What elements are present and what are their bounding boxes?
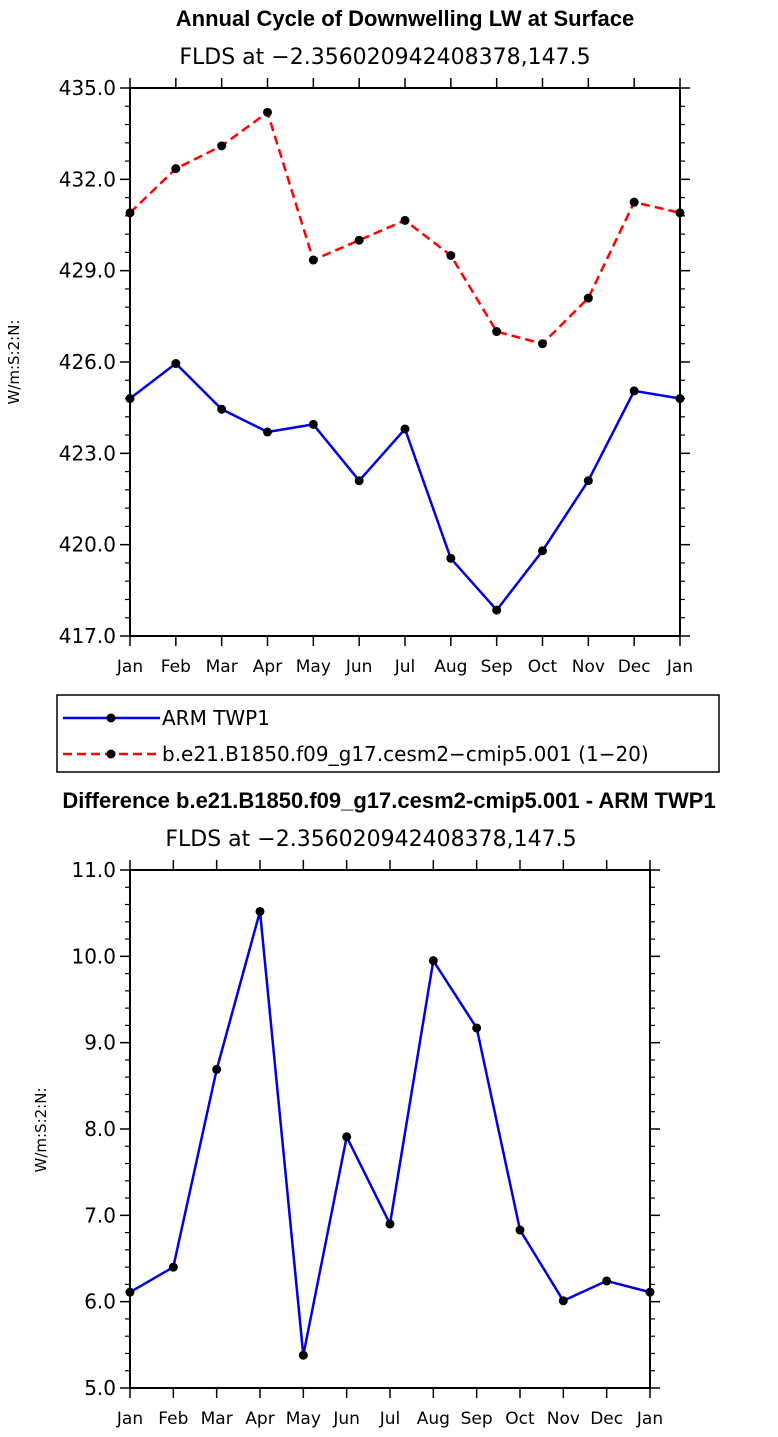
chart1-xtick-label: Aug (434, 657, 467, 677)
chart2-xtick-label: Aug (417, 1409, 450, 1429)
chart1-xtick-label: Jun (345, 657, 373, 677)
chart1-series-1-point (217, 141, 227, 151)
chart2-series-line-0 (129, 910, 651, 1357)
chart1-xtick-label: Oct (528, 657, 558, 677)
chart1-series-1-point (583, 293, 593, 303)
chart1-xtick-label: Apr (253, 657, 282, 677)
chart2-xtick-label: May (286, 1409, 321, 1429)
chart2-title: Difference b.e21.B1850.f09_g17.cesm2-cmi… (62, 788, 715, 813)
chart1-series-1-point (354, 235, 364, 245)
chart1-series-1-point (492, 327, 502, 337)
chart2-ytick-label: 5.0 (84, 1376, 116, 1400)
chart2-ytick-label: 9.0 (84, 1031, 116, 1055)
chart1-series-1-point (125, 208, 135, 218)
chart1-ytick-label: 429.0 (59, 259, 116, 283)
chart1-ytick-label: 423.0 (59, 441, 116, 465)
chart2-series-0-point (558, 1296, 568, 1306)
chart2-series-0-point (428, 956, 438, 966)
chart1-ytick-label: 417.0 (59, 624, 116, 648)
chart2-xtick-label: Feb (158, 1409, 188, 1429)
chart1-xtick-label: May (296, 657, 331, 677)
chart1-series-line-1 (129, 111, 681, 345)
chart1-series-0-point (308, 419, 318, 429)
chart1-series-0-point (629, 386, 639, 396)
chart1-ytick-label: 420.0 (59, 533, 116, 557)
chart2-series-0-point (342, 1132, 352, 1142)
chart1-series-1-point (308, 255, 318, 265)
chart1-series-0-point (217, 404, 227, 414)
chart1-ytick-label: 426.0 (59, 350, 116, 374)
chart1-series-0-point (125, 394, 135, 404)
chart1-xtick-label: Feb (161, 657, 191, 677)
chart1-xtick-label: Jan (116, 657, 143, 677)
chart1-xtick-label: Nov (572, 657, 605, 677)
chart2-series-0-point (212, 1064, 222, 1074)
chart2-xtick-label: Jun (332, 1409, 360, 1429)
legend-marker-arm (106, 713, 116, 723)
chart2-ytick-label: 8.0 (84, 1117, 116, 1141)
chart1-series-1-point (263, 107, 272, 117)
chart2-xtick-label: Jul (379, 1409, 401, 1429)
chart1-series-0-point (583, 476, 593, 486)
chart1-xtick-label: Mar (206, 657, 238, 677)
chart1-xtick-label: Jan (666, 657, 693, 677)
chart1-series-1-point (629, 197, 639, 207)
chart1-plot: 417.0 420.0 423.0 426.0 429.0 432.0 435.0 Jan Fe… (59, 76, 693, 677)
chart2-subtitle: FLDS at −2.356020942408378,147.5 (165, 827, 576, 852)
chart2-ytick-label: 7.0 (84, 1203, 116, 1227)
chart2-ytick-label: 6.0 (84, 1290, 116, 1314)
chart2-series-0-point (515, 1225, 525, 1235)
chart1-subtitle: FLDS at −2.356020942408378,147.5 (179, 45, 590, 70)
chart1-ytick-label: 435.0 (59, 76, 116, 100)
chart2-plot: 5.0 6.0 7.0 8.0 9.0 10.0 11.0 Jan Feb Mar Apr May Ju… (71, 858, 663, 1429)
chart2-ytick-label: 10.0 (71, 944, 116, 968)
chart2-xtick-label: Dec (590, 1409, 623, 1429)
chart1-xtick-label: Sep (481, 657, 513, 677)
legend-label-cesm: b.e21.B1850.f09_g17.cesm2−cmip5.001 (1−2… (162, 742, 649, 766)
legend-box (56, 694, 720, 773)
chart2-xtick-label: Apr (245, 1409, 274, 1429)
chart2-series-0-point (255, 906, 265, 916)
chart1-title: Annual Cycle of Downwelling LW at Surfac… (176, 6, 634, 31)
chart1-xtick-label: Jul (394, 657, 416, 677)
chart2-xtick-label: Jan (636, 1409, 663, 1429)
chart2-series-0-point (168, 1262, 178, 1272)
chart1-series-1-point (400, 215, 410, 225)
chart1-series-1-point (171, 164, 181, 174)
chart2-xtick-label: Sep (461, 1409, 493, 1429)
chart2-series-0-point (602, 1276, 612, 1286)
chart2-series-0-point (645, 1287, 655, 1297)
chart2-xtick-label: Mar (201, 1409, 233, 1429)
legend-label-arm: ARM TWP1 (162, 706, 270, 730)
chart1-ytick-label: 432.0 (59, 167, 116, 191)
legend-marker-cesm (106, 749, 116, 759)
chart2-ytick-label: 11.0 (71, 858, 116, 882)
chart1-ylabel: W/m:S:2:N: (5, 320, 23, 405)
chart2-series-0-point (385, 1219, 395, 1229)
chart2-xtick-label: Nov (547, 1409, 580, 1429)
chart2-xtick-label: Oct (505, 1409, 535, 1429)
chart1-series-1-point (538, 339, 547, 349)
chart1-series-0-point (446, 553, 456, 563)
chart1-frame (129, 87, 681, 637)
chart2-frame (129, 869, 651, 1389)
chart2-xtick-label: Jan (116, 1409, 143, 1429)
chart1-series-0-point (354, 476, 364, 486)
chart1-series-0-point (171, 359, 181, 369)
chart2-ylabel: W/m:S:2:N: (32, 1088, 50, 1173)
chart1-series-1-point (675, 208, 685, 218)
chart1-series-0-point (538, 546, 547, 556)
chart1-series-0-point (400, 424, 410, 434)
chart1-series-line-0 (129, 362, 681, 612)
chart1-series-0-point (675, 394, 685, 404)
chart1-series-1-point (446, 250, 456, 260)
chart2-series-0-point (298, 1350, 308, 1360)
chart2-series-0-point (125, 1287, 135, 1297)
chart1-xtick-label: Dec (618, 657, 651, 677)
chart2-series-0-point (472, 1023, 482, 1033)
chart1-series-0-point (263, 427, 272, 437)
legend: ARM TWP1 b.e21.B1850.f09_g17.cesm2−cmip5… (56, 694, 720, 773)
chart1-series-0-point (492, 605, 502, 615)
